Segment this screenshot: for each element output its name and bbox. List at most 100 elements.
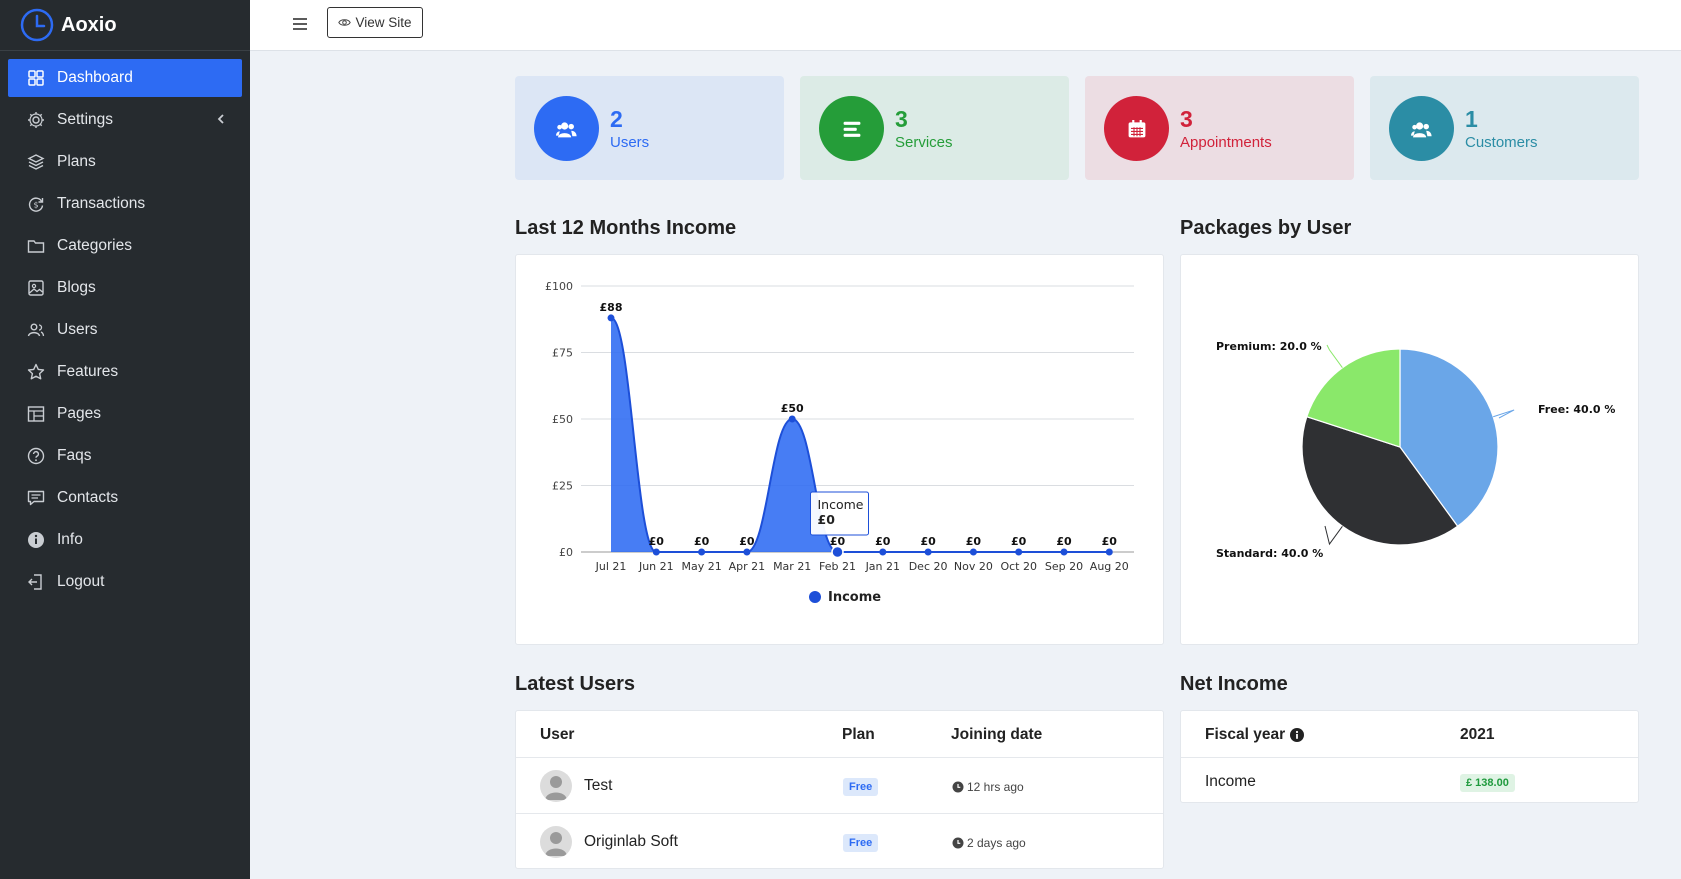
- svg-text:$: $: [33, 201, 38, 210]
- user-avatar-icon: [545, 776, 567, 800]
- hamburger-menu-icon[interactable]: [290, 14, 310, 34]
- eye-icon: [338, 19, 352, 26]
- latest-users-title: Latest Users: [515, 673, 636, 695]
- x-tick-label: Dec 20: [909, 560, 948, 573]
- sidebar-item-label: Categories: [57, 237, 132, 254]
- view-site-label: View Site: [355, 15, 412, 30]
- message-icon: [26, 488, 46, 508]
- sidebar-item-faqs[interactable]: Faqs: [8, 437, 242, 475]
- income-point: [1015, 548, 1023, 556]
- column-header-user: User: [540, 726, 575, 743]
- y-tick-label: £75: [552, 347, 573, 360]
- sidebar-item-label: Faqs: [57, 447, 92, 464]
- x-tick-label: Sep 20: [1045, 560, 1083, 573]
- sidebar-item-blogs[interactable]: Blogs: [8, 269, 242, 307]
- topbar: View Site: [250, 0, 1681, 51]
- clock-icon: [952, 781, 964, 793]
- x-tick-label: May 21: [681, 560, 721, 573]
- data-label: £0: [1102, 535, 1118, 548]
- logout-icon: [26, 572, 46, 592]
- avatar: [540, 770, 572, 802]
- legend-label: Income: [828, 590, 881, 605]
- data-label: £0: [1011, 535, 1027, 548]
- data-label: £0: [875, 535, 891, 548]
- tooltip-title: Income: [818, 497, 864, 512]
- income-point: [1060, 548, 1068, 556]
- data-label: £0: [830, 535, 846, 548]
- y-tick-label: £100: [545, 280, 573, 293]
- calendar-icon: [1104, 96, 1169, 161]
- data-label: £50: [781, 402, 804, 415]
- x-tick-label: Nov 20: [954, 560, 993, 573]
- stat-card-customers[interactable]: 1 Customers: [1370, 76, 1639, 180]
- currency-cycle-icon: $: [26, 194, 46, 214]
- view-site-button[interactable]: View Site: [327, 7, 423, 38]
- sidebar-menu: Dashboard Settings Plans $ Transactions Categ…: [0, 51, 250, 601]
- income-point: [652, 548, 660, 556]
- stat-card-appointments[interactable]: 3 Appointments: [1085, 76, 1354, 180]
- pie-label: Free: 40.0 %: [1538, 403, 1615, 416]
- chevron-left-icon[interactable]: [214, 112, 228, 126]
- sidebar-item-label: Transactions: [57, 195, 146, 212]
- clock-icon: [952, 837, 964, 849]
- joining-date-text: 2 days ago: [967, 836, 1026, 850]
- stat-value: 3: [1180, 106, 1193, 132]
- users-icon: [26, 320, 46, 340]
- brand-name: Aoxio: [61, 13, 117, 36]
- income-point: [969, 548, 977, 556]
- info-icon[interactable]: [1290, 728, 1305, 742]
- plan-badge: Free: [843, 778, 879, 796]
- legend-marker: [809, 591, 821, 603]
- sidebar-item-plans[interactable]: Plans: [8, 143, 242, 181]
- fiscal-year-label: Fiscal year: [1205, 726, 1286, 743]
- tooltip-box: [810, 491, 869, 536]
- sidebar-item-pages[interactable]: Pages: [8, 395, 242, 433]
- x-tick-label: Apr 21: [729, 560, 766, 573]
- y-tick-label: £25: [552, 480, 573, 493]
- star-icon: [26, 362, 46, 382]
- pie-connector: [1324, 525, 1343, 546]
- x-tick-label: Mar 21: [773, 560, 811, 573]
- income-point: [698, 548, 706, 556]
- income-value-badge: £ 138.00: [1460, 774, 1515, 792]
- plan-badge: Free: [843, 834, 879, 852]
- clock-logo-icon: [20, 8, 54, 42]
- income-point: [743, 548, 751, 556]
- packages-chart-panel: Free: 40.0 % Standard: 40.0 % Premium: 20.…: [1180, 254, 1639, 645]
- sidebar-item-label: Blogs: [57, 279, 96, 296]
- header-divider: [1181, 757, 1638, 758]
- sidebar: Aoxio Dashboard Settings Plans $ Transaction…: [0, 0, 250, 879]
- gear-icon: [26, 110, 46, 130]
- sidebar-item-categories[interactable]: Categories: [8, 227, 242, 265]
- stat-card-users[interactable]: 2 Users: [515, 76, 784, 180]
- sidebar-item-users[interactable]: Users: [8, 311, 242, 349]
- sidebar-item-dashboard[interactable]: Dashboard: [8, 59, 242, 97]
- sidebar-item-label: Dashboard: [57, 69, 133, 86]
- grid-icon: [26, 68, 46, 88]
- stat-value: 1: [1465, 106, 1478, 132]
- sidebar-item-transactions[interactable]: $ Transactions: [8, 185, 242, 223]
- income-point: [1105, 548, 1113, 556]
- income-point: [831, 545, 844, 559]
- sidebar-item-logout[interactable]: Logout: [8, 563, 242, 601]
- sidebar-item-features[interactable]: Features: [8, 353, 242, 391]
- packages-pie-chart: Free: 40.0 % Standard: 40.0 % Premium: 20.…: [1216, 340, 1615, 560]
- users-icon: [1389, 96, 1454, 161]
- sidebar-item-label: Settings: [57, 111, 114, 128]
- x-tick-label: Oct 20: [1000, 560, 1037, 573]
- x-tick-label: Jun 21: [638, 560, 674, 573]
- brand[interactable]: Aoxio: [0, 0, 250, 51]
- data-label: £0: [1056, 535, 1072, 548]
- image-icon: [26, 278, 46, 298]
- sidebar-item-info[interactable]: Info: [8, 521, 242, 559]
- pie-label: Premium: 20.0 %: [1216, 340, 1322, 353]
- income-point: [788, 415, 796, 423]
- user-name: Test: [584, 777, 613, 794]
- net-income-title: Net Income: [1180, 673, 1288, 695]
- stat-card-services[interactable]: 3 Services: [800, 76, 1069, 180]
- sidebar-item-settings[interactable]: Settings: [8, 101, 242, 139]
- sidebar-item-contacts[interactable]: Contacts: [8, 479, 242, 517]
- data-label: £88: [600, 301, 623, 314]
- income-point: [879, 548, 887, 556]
- data-label: £0: [739, 535, 755, 548]
